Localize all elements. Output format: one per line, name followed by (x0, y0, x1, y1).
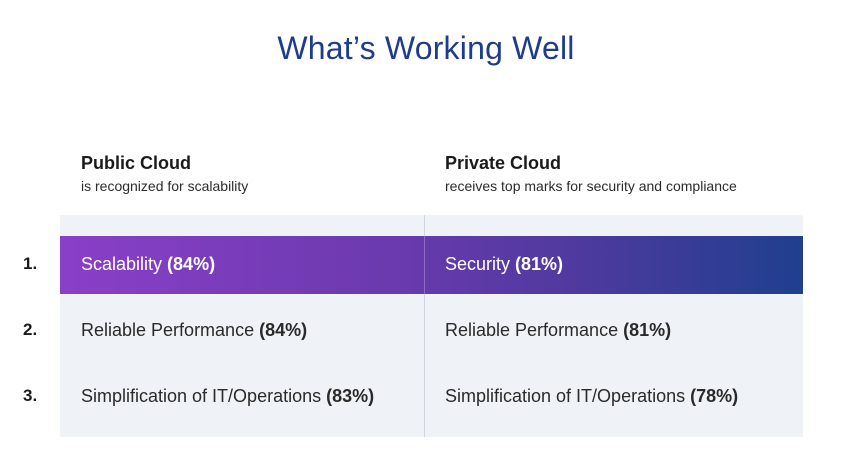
highlight-row-band (60, 236, 803, 294)
table-cell: Simplification of IT/Operations (78%) (445, 386, 738, 407)
column-header-private-cloud: Private Cloud receives top marks for sec… (445, 152, 737, 197)
row-number: 1. (23, 254, 38, 273)
cell-label: Simplification of IT/Operations (81, 386, 327, 406)
page-title: What’s Working Well (277, 30, 575, 66)
column-heading: Private Cloud (445, 153, 562, 173)
highlight-divider (424, 236, 425, 294)
cell-value: (83%) (326, 386, 375, 406)
column-heading: Public Cloud (81, 153, 191, 173)
column-divider (424, 215, 425, 437)
cell-value: (81%) (515, 254, 564, 274)
cell-value: (84%) (167, 254, 216, 274)
table-cell: Security (81%) (445, 254, 563, 275)
column-subheading: is recognized for scalability (81, 178, 249, 194)
column-subheading: receives top marks for security and comp… (445, 178, 737, 194)
cell-label: Security (445, 254, 516, 274)
table-cell: Simplification of IT/Operations (83%) (81, 386, 374, 407)
table-cell: Reliable Performance (84%) (81, 320, 307, 341)
cell-value: (81%) (623, 320, 672, 340)
row-number: 2. (23, 320, 38, 339)
cell-label: Reliable Performance (81, 320, 260, 340)
cell-label: Reliable Performance (445, 320, 624, 340)
cell-label: Scalability (81, 254, 168, 274)
table-cell: Scalability (84%) (81, 254, 215, 275)
row-number: 3. (23, 386, 38, 405)
table-cell: Reliable Performance (81%) (445, 320, 671, 341)
cell-value: (78%) (690, 386, 739, 406)
column-header-public-cloud: Public Cloud is recognized for scalabili… (81, 152, 248, 197)
cell-value: (84%) (259, 320, 308, 340)
cell-label: Simplification of IT/Operations (445, 386, 691, 406)
